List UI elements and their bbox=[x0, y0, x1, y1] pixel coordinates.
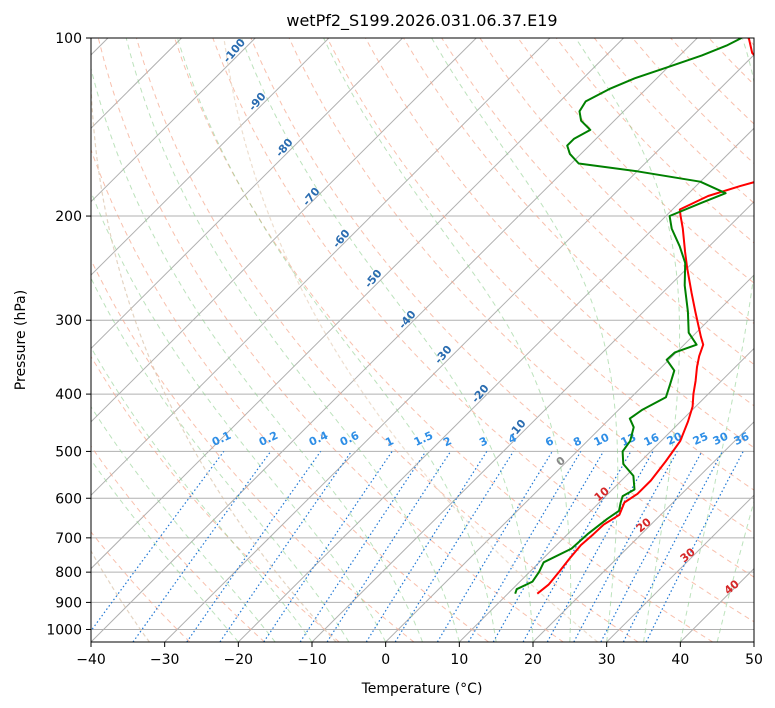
x-tick-label: −20 bbox=[224, 652, 254, 668]
reference-curve bbox=[91, 549, 150, 642]
mixing-ratio-line bbox=[645, 451, 744, 642]
y-tick-label: 900 bbox=[55, 595, 82, 611]
isotherm-line bbox=[91, 38, 477, 423]
moist-adiabat bbox=[91, 190, 387, 642]
isotherm-line bbox=[606, 494, 754, 642]
dry-adiabat bbox=[403, 38, 754, 407]
profile-lines bbox=[514, 38, 754, 595]
mixing-ratio-line bbox=[263, 451, 393, 642]
moist-adiabat bbox=[125, 38, 460, 642]
moist-adiabat bbox=[431, 38, 619, 642]
isotherm-line bbox=[458, 347, 754, 642]
moist-adiabat bbox=[91, 458, 239, 642]
dry-adiabat bbox=[91, 148, 489, 642]
x-tick-label: −40 bbox=[76, 652, 106, 668]
mixing-ratio-line bbox=[299, 451, 427, 642]
y-tick-label: 200 bbox=[55, 209, 82, 225]
y-axis-label: Pressure (hPa) bbox=[13, 290, 29, 390]
dewpoint-profile bbox=[514, 38, 742, 595]
moist-adiabat bbox=[91, 346, 313, 642]
isotherm-line bbox=[91, 38, 256, 203]
isotherm-line bbox=[164, 54, 754, 642]
moist-adiabat bbox=[91, 277, 350, 642]
mixing-ratio-label: 36 bbox=[732, 430, 752, 448]
dry-adiabat bbox=[174, 38, 713, 642]
y-tick-label: 700 bbox=[55, 531, 82, 547]
y-tick-label: 500 bbox=[55, 444, 82, 460]
y-tick-label: 100 bbox=[55, 31, 82, 47]
isotherm-line bbox=[237, 127, 754, 642]
mixing-ratio-line bbox=[546, 451, 654, 642]
x-tick-label: −10 bbox=[297, 652, 327, 668]
moist-adiabat bbox=[323, 38, 572, 642]
dry-adiabat bbox=[212, 38, 754, 623]
isotherm-line bbox=[91, 38, 403, 350]
reference-curve bbox=[91, 66, 337, 642]
temperature-profile bbox=[536, 38, 754, 595]
moist-adiabat bbox=[91, 405, 276, 642]
mixing-ratio-line bbox=[186, 451, 322, 642]
x-axis: −40 −30 −20 −10 0 10 20 30 40 50 bbox=[76, 642, 763, 668]
dry-adiabat bbox=[91, 445, 265, 642]
y-tick-label: 400 bbox=[55, 387, 82, 403]
isotherm-line bbox=[91, 38, 624, 570]
mixing-ratio-label: 25 bbox=[691, 430, 710, 448]
reference-curve bbox=[223, 38, 598, 642]
mixing-ratio-label: 16 bbox=[642, 431, 662, 449]
dry-adiabat bbox=[517, 38, 754, 284]
mixing-ratio-label: 30 bbox=[711, 430, 731, 448]
x-tick-label: 0 bbox=[381, 652, 390, 668]
isotherm-line bbox=[91, 38, 551, 496]
y-tick-label: 1000 bbox=[46, 622, 82, 638]
mixing-ratio-label: 10 bbox=[592, 431, 612, 449]
dry-adiabat bbox=[288, 38, 754, 534]
y-tick-label: 800 bbox=[55, 565, 82, 581]
dry-adiabat bbox=[91, 531, 191, 642]
moist-adiabat bbox=[575, 38, 681, 642]
mixing-ratio-line bbox=[91, 451, 225, 632]
y-tick-label: 600 bbox=[55, 491, 82, 507]
mixing-ratio-label: 13 bbox=[619, 431, 638, 449]
mixing-ratio-line bbox=[573, 451, 678, 642]
x-axis-label: Temperature (°C) bbox=[361, 681, 483, 697]
isotherm-line bbox=[532, 421, 754, 642]
dry-adiabat bbox=[97, 38, 564, 642]
x-tick-label: 40 bbox=[671, 652, 689, 668]
y-tick-label: 300 bbox=[55, 313, 82, 329]
mixing-ratio-line bbox=[219, 451, 352, 642]
chart-title: wetPf2_S199.2026.031.06.37.E19 bbox=[286, 11, 557, 31]
dry-adiabat bbox=[135, 38, 639, 642]
moist-adiabat bbox=[91, 66, 423, 642]
dry-adiabat bbox=[441, 38, 754, 366]
x-tick-label: 50 bbox=[745, 652, 763, 668]
mixing-ratio-line bbox=[326, 451, 452, 642]
plot-frame bbox=[90, 37, 755, 643]
dry-adiabat bbox=[91, 258, 415, 642]
moist-adiabat bbox=[176, 38, 497, 642]
x-tick-label: 20 bbox=[524, 652, 542, 668]
dry-adiabat bbox=[250, 38, 754, 578]
mixing-ratio-line bbox=[394, 451, 514, 642]
y-axis: 100 200 300 400 500 600 700 800 900 1000 bbox=[46, 31, 91, 638]
x-tick-label: −30 bbox=[150, 652, 180, 668]
moist-adiabat bbox=[241, 38, 534, 642]
background-lines bbox=[91, 38, 754, 642]
x-tick-label: 10 bbox=[450, 652, 468, 668]
isotherm-line bbox=[91, 38, 330, 276]
mixing-ratio-line bbox=[132, 451, 272, 642]
dry-adiabat bbox=[91, 355, 340, 642]
x-tick-label: 30 bbox=[598, 652, 616, 668]
